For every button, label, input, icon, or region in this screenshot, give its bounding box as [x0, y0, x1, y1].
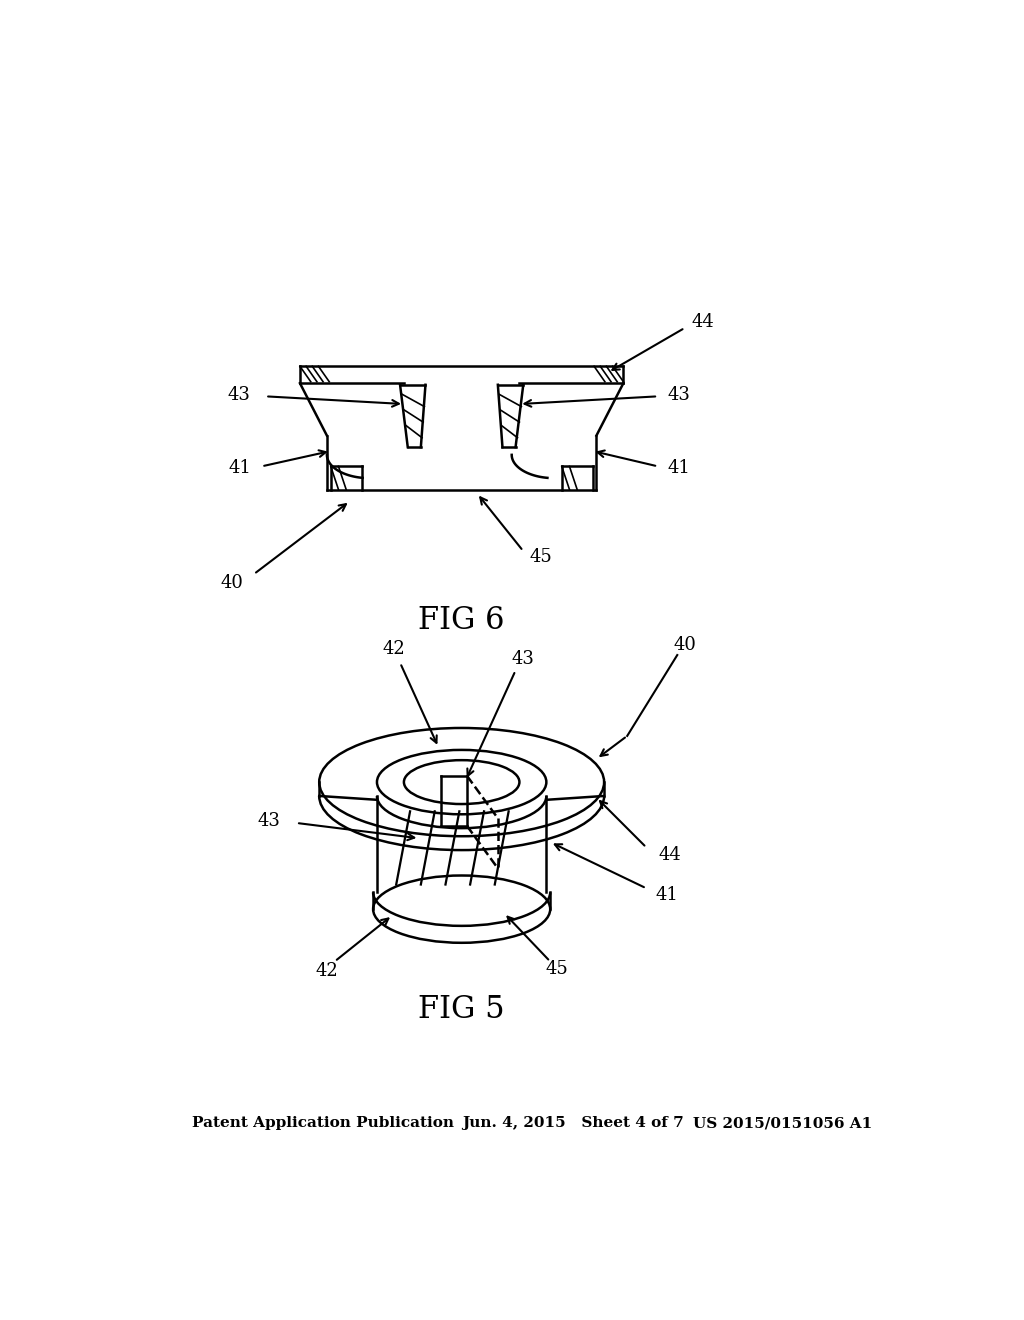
Text: 40: 40: [221, 574, 244, 593]
Text: 41: 41: [228, 459, 252, 477]
Text: Patent Application Publication: Patent Application Publication: [193, 1117, 455, 1130]
Text: 41: 41: [655, 886, 679, 903]
Text: 44: 44: [691, 313, 714, 330]
Text: 42: 42: [383, 640, 406, 657]
Text: 45: 45: [529, 548, 552, 566]
Text: Jun. 4, 2015   Sheet 4 of 7: Jun. 4, 2015 Sheet 4 of 7: [462, 1117, 683, 1130]
Text: 43: 43: [227, 385, 250, 404]
Text: 44: 44: [658, 846, 681, 865]
Text: US 2015/0151056 A1: US 2015/0151056 A1: [692, 1117, 871, 1130]
Text: 41: 41: [668, 459, 690, 477]
Text: FIG 6: FIG 6: [419, 605, 505, 636]
Text: 43: 43: [258, 812, 281, 829]
Text: 42: 42: [315, 962, 338, 979]
Text: 45: 45: [546, 960, 568, 978]
Text: 43: 43: [512, 649, 535, 668]
Text: 40: 40: [674, 636, 696, 653]
Text: FIG 5: FIG 5: [419, 994, 505, 1024]
Text: 43: 43: [668, 385, 690, 404]
